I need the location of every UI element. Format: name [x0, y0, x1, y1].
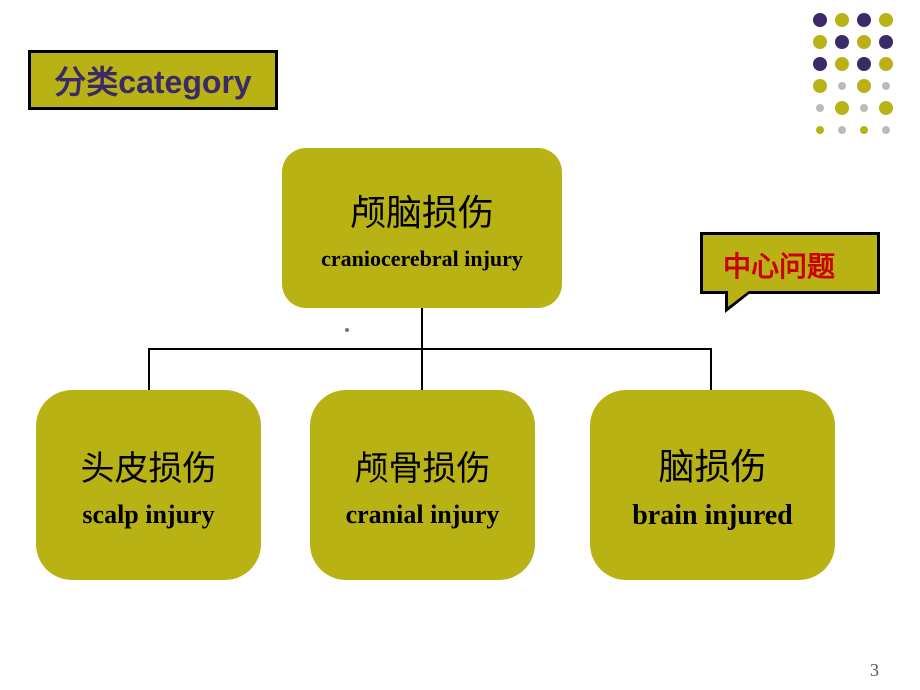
node-child-1: 颅骨损伤 cranial injury [310, 390, 535, 580]
deco-dot [860, 104, 868, 112]
deco-dot [813, 57, 827, 71]
deco-dot [879, 13, 893, 27]
node-root-en: craniocerebral injury [321, 246, 523, 272]
deco-dot [813, 35, 827, 49]
deco-dot [813, 13, 827, 27]
deco-dot [882, 126, 890, 134]
deco-dot [879, 101, 893, 115]
page-number: 3 [870, 660, 879, 681]
deco-dot [816, 126, 824, 134]
deco-dot [838, 82, 846, 90]
center-dot [345, 328, 349, 332]
connector-drop3 [710, 348, 712, 390]
deco-dot [835, 101, 849, 115]
connector-trunk [421, 308, 423, 348]
node-child-1-en: cranial injury [346, 500, 500, 530]
deco-dot [882, 82, 890, 90]
callout-text: 中心问题 [723, 251, 835, 282]
deco-dot [835, 35, 849, 49]
node-child-2-en: brain injured [632, 500, 793, 532]
node-child-0: 头皮损伤 scalp injury [36, 390, 261, 580]
node-child-2: 脑损伤 brain injured [590, 390, 835, 580]
deco-dot [860, 126, 868, 134]
deco-dot [838, 126, 846, 134]
deco-dot [857, 35, 871, 49]
deco-dot [879, 57, 893, 71]
callout-central-question: 中心问题 [700, 232, 880, 294]
node-root-cn: 颅脑损伤 [350, 184, 494, 236]
deco-dot [835, 57, 849, 71]
node-child-0-cn: 头皮损伤 [81, 441, 217, 490]
connector-drop2 [421, 348, 423, 390]
title-category-box: 分类category [28, 50, 278, 110]
deco-dot [857, 79, 871, 93]
node-root-craniocerebral: 颅脑损伤 craniocerebral injury [282, 148, 562, 308]
deco-dot [816, 104, 824, 112]
deco-dot [857, 57, 871, 71]
deco-dot [835, 13, 849, 27]
node-child-1-cn: 颅骨损伤 [355, 441, 491, 490]
deco-dot [813, 79, 827, 93]
connector-drop1 [148, 348, 150, 390]
node-child-2-cn: 脑损伤 [658, 438, 766, 490]
title-text: 分类category [54, 57, 251, 103]
deco-dot [879, 35, 893, 49]
connector-hline [148, 348, 712, 350]
deco-dot [857, 13, 871, 27]
node-child-0-en: scalp injury [82, 500, 214, 530]
